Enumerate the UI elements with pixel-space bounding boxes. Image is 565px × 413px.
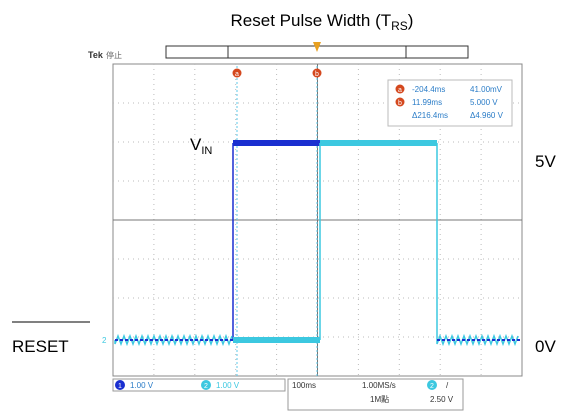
high-label: 5V	[535, 152, 556, 171]
reset-label: RESET	[12, 337, 69, 356]
vin-main: V	[190, 135, 202, 154]
readout-volt: Δ4.960 V	[470, 111, 504, 120]
status-bar: 1 1.00 V 2 1.00 V 100ms 1.00MS/s 1M點 2 /…	[113, 379, 463, 410]
channel-marker: 2	[102, 336, 107, 345]
title-main: Reset Pulse Width (T	[231, 11, 392, 30]
figure: Reset Pulse Width (TRS) Tek 停止 a b a -204…	[0, 0, 565, 413]
vin-sub: IN	[201, 145, 212, 157]
readout-time: 11.99ms	[412, 98, 442, 107]
readout-volt: 41.00mV	[470, 85, 503, 94]
readout-time: -204.4ms	[412, 85, 445, 94]
readout-marker: a	[398, 87, 402, 94]
rate: 1.00MS/s	[362, 381, 396, 390]
ch2-scale: 1.00 V	[216, 381, 240, 390]
title-sub: RS	[391, 19, 408, 33]
vin-label: VIN	[190, 135, 212, 157]
vin-high	[233, 140, 320, 146]
readout-time: Δ216.4ms	[412, 111, 448, 120]
readout-marker: b	[398, 100, 402, 107]
timebase: 100ms	[292, 381, 316, 390]
ch2: 2	[204, 383, 208, 390]
low-label: 0V	[535, 337, 556, 356]
reset-low	[233, 337, 320, 343]
state: 停止	[106, 50, 122, 60]
marker-b-label: b	[315, 71, 319, 78]
ch1-scale: 1.00 V	[130, 381, 154, 390]
vin-high-b	[320, 140, 437, 146]
ch1: 1	[118, 383, 122, 390]
trig-level: 2.50 V	[430, 395, 454, 404]
title-end: )	[408, 11, 414, 30]
title: Reset Pulse Width (TRS)	[231, 11, 414, 33]
trig-ch: 2	[430, 383, 434, 390]
brand: Tek	[88, 50, 104, 60]
marker-a-label: a	[235, 71, 239, 78]
points: 1M點	[370, 394, 389, 404]
readout-volt: 5.000 V	[470, 98, 498, 107]
